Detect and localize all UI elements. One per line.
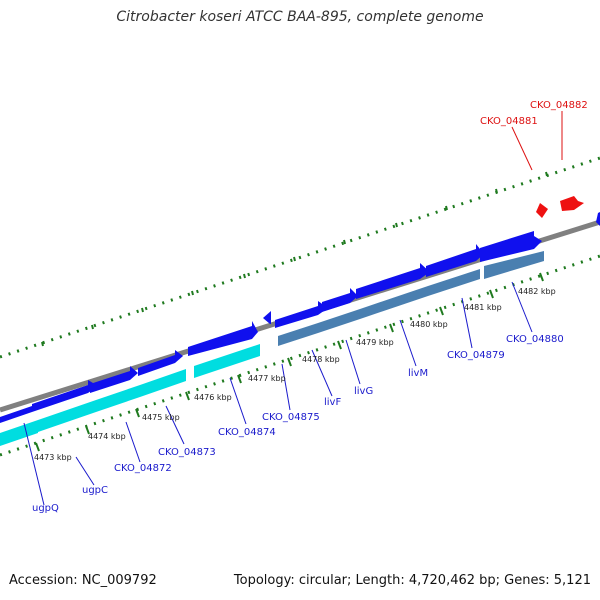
gene-CKO_04874[interactable] xyxy=(188,321,258,356)
tick-label-4482: 4482 kbp xyxy=(518,287,556,296)
gene-label-CKO_04881[interactable]: CKO_04881 xyxy=(480,116,538,127)
gene-label-livF[interactable]: livF xyxy=(324,397,341,408)
genome-stats-text: Topology: circular; Length: 4,720,462 bp… xyxy=(233,573,591,588)
gene-label-CKO_04873[interactable]: CKO_04873 xyxy=(158,447,216,458)
gene-CKO_04879[interactable] xyxy=(426,244,484,277)
gene-cyan-2 xyxy=(38,400,96,432)
gene-livG[interactable] xyxy=(322,288,358,312)
gene-label-CKO_04882[interactable]: CKO_04882 xyxy=(530,100,588,111)
label-leaders xyxy=(23,111,563,506)
gene-steel-5 xyxy=(484,251,544,279)
gene-CKO_04881[interactable] xyxy=(536,203,548,218)
outer-major-ticks xyxy=(41,171,548,347)
accession-text: Accession: NC_009792 xyxy=(9,573,157,588)
gene-ugpQ[interactable] xyxy=(0,406,32,423)
gene-cyan-3 xyxy=(96,385,140,412)
gene-label-ugpQ[interactable]: ugpQ xyxy=(32,503,59,514)
red-genes-track xyxy=(536,196,584,218)
gene-label-CKO_04879[interactable]: CKO_04879 xyxy=(447,350,505,361)
gene-livM[interactable] xyxy=(356,263,430,299)
gene-labels: ugpQ ugpC CKO_04872 CKO_04873 CKO_04874 … xyxy=(32,100,588,514)
tick-label-4476: 4476 kbp xyxy=(194,393,232,402)
gene-steel-2 xyxy=(318,309,360,333)
gene-CKO_04880[interactable] xyxy=(480,231,542,262)
tick-label-4480: 4480 kbp xyxy=(410,320,448,329)
inner-ruler-ticks xyxy=(0,254,600,457)
gene-ugpC[interactable] xyxy=(32,380,98,412)
tick-label-4478: 4478 kbp xyxy=(302,355,340,364)
tick-label-4479: 4479 kbp xyxy=(356,338,394,347)
forward-genes-track xyxy=(0,212,600,423)
gene-cyan-4 xyxy=(140,369,186,397)
outer-ruler-ticks xyxy=(0,156,600,359)
cyan-genes-track xyxy=(0,344,260,446)
gene-livF[interactable] xyxy=(275,301,328,328)
gene-CKO_04872[interactable] xyxy=(90,366,138,393)
major-ticks xyxy=(35,272,544,452)
gene-CKO_04882[interactable] xyxy=(560,196,584,211)
gene-label-CKO_04875[interactable]: CKO_04875 xyxy=(262,412,320,423)
gene-label-CKO_04874[interactable]: CKO_04874 xyxy=(218,427,276,438)
gene-steel-3 xyxy=(360,286,428,319)
gene-CKO_04875[interactable] xyxy=(263,311,271,324)
tick-labels: 4473 kbp 4474 kbp 4475 kbp 4476 kbp 4477… xyxy=(34,287,556,462)
gene-CKO_04873[interactable] xyxy=(138,350,183,376)
gene-cyan-5 xyxy=(194,344,260,378)
gene-steel-1 xyxy=(278,323,318,346)
tick-label-4475: 4475 kbp xyxy=(142,413,180,422)
tick-label-4477: 4477 kbp xyxy=(248,374,286,383)
tick-label-4474: 4474 kbp xyxy=(88,432,126,441)
gene-steel-4 xyxy=(428,269,480,296)
gene-label-CKO_04872[interactable]: CKO_04872 xyxy=(114,463,172,474)
gene-partial-right xyxy=(596,212,600,226)
tick-label-4481: 4481 kbp xyxy=(464,303,502,312)
tick-label-4473: 4473 kbp xyxy=(34,453,72,462)
map-title: Citrobacter koseri ATCC BAA-895, complet… xyxy=(116,9,484,25)
steel-genes-track xyxy=(278,251,544,346)
gene-label-CKO_04880[interactable]: CKO_04880 xyxy=(506,334,564,345)
gene-label-livM[interactable]: livM xyxy=(408,368,428,379)
gene-label-ugpC[interactable]: ugpC xyxy=(82,485,108,496)
gene-cyan-1 xyxy=(0,420,38,446)
gene-label-livG[interactable]: livG xyxy=(354,386,373,397)
